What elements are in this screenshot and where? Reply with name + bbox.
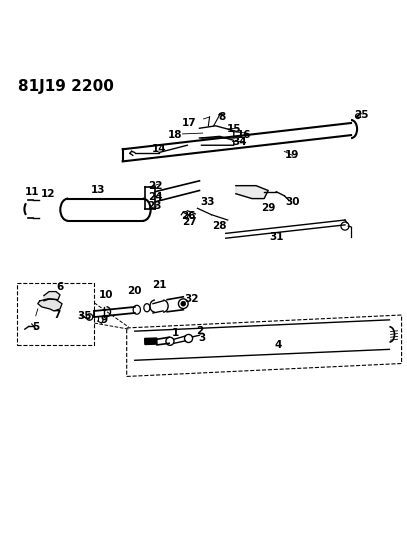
Text: 27: 27 [182,217,197,227]
Text: 17: 17 [182,118,197,128]
Text: 2: 2 [196,326,203,336]
Text: 4: 4 [275,341,282,350]
Text: 16: 16 [237,130,251,140]
Polygon shape [38,299,62,311]
Text: 28: 28 [212,221,227,231]
Text: 34: 34 [232,137,247,147]
Text: 6: 6 [57,282,63,292]
Text: 20: 20 [127,286,142,296]
Text: 15: 15 [227,124,241,134]
Text: 1: 1 [172,328,179,338]
Text: 33: 33 [200,197,215,207]
Text: 19: 19 [285,150,300,160]
Text: 14: 14 [152,144,166,154]
Text: 22: 22 [148,181,162,191]
Text: 24: 24 [149,192,163,202]
Polygon shape [44,292,60,301]
Text: 11: 11 [24,187,39,197]
Text: 26: 26 [181,211,195,221]
Text: 32: 32 [184,294,199,304]
Bar [144,338,157,344]
Text: 12: 12 [41,189,55,199]
Text: 21: 21 [152,280,166,290]
Text: 25: 25 [354,110,368,120]
Text: 3: 3 [198,334,205,343]
Text: 23: 23 [147,201,162,211]
Circle shape [181,301,186,306]
Text: 13: 13 [91,185,106,195]
Text: 18: 18 [168,130,182,140]
Text: 7: 7 [53,310,61,320]
Text: 8: 8 [218,112,225,122]
Text: 81J19 2200: 81J19 2200 [18,78,114,93]
Polygon shape [236,185,268,199]
Text: 10: 10 [99,290,114,300]
Text: 5: 5 [32,322,39,332]
Text: 35: 35 [77,311,92,321]
Text: 30: 30 [285,197,300,207]
Text: 9: 9 [101,315,108,325]
Text: 31: 31 [269,232,284,243]
Text: 29: 29 [261,203,276,213]
